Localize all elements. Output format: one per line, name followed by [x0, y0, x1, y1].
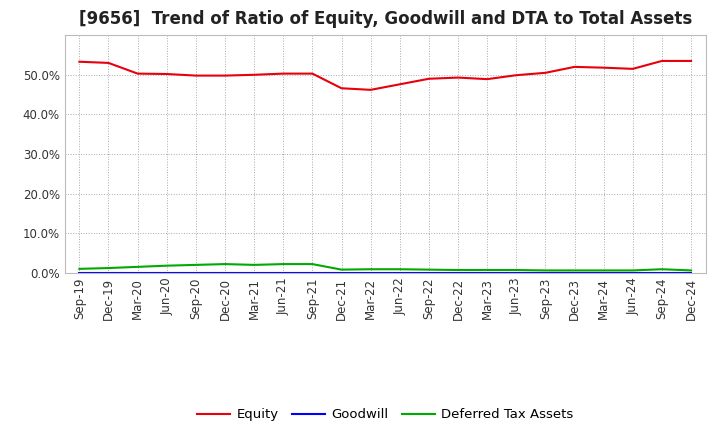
Deferred Tax Assets [629, 268, 637, 273]
Goodwill [570, 270, 579, 275]
Equity [308, 71, 317, 76]
Deferred Tax Assets [425, 267, 433, 272]
Deferred Tax Assets [250, 262, 258, 268]
Goodwill [599, 270, 608, 275]
Deferred Tax Assets [512, 268, 521, 273]
Equity [104, 60, 113, 66]
Equity [541, 70, 550, 75]
Goodwill [250, 270, 258, 275]
Equity [512, 73, 521, 78]
Deferred Tax Assets [366, 267, 375, 272]
Goodwill [337, 270, 346, 275]
Deferred Tax Assets [599, 268, 608, 273]
Goodwill [192, 270, 200, 275]
Goodwill [687, 270, 696, 275]
Goodwill [395, 270, 404, 275]
Line: Equity: Equity [79, 61, 691, 90]
Deferred Tax Assets [570, 268, 579, 273]
Goodwill [163, 270, 171, 275]
Goodwill [454, 270, 462, 275]
Equity [483, 77, 492, 82]
Deferred Tax Assets [657, 267, 666, 272]
Deferred Tax Assets [395, 267, 404, 272]
Deferred Tax Assets [337, 267, 346, 272]
Equity [395, 82, 404, 87]
Equity [337, 86, 346, 91]
Deferred Tax Assets [192, 262, 200, 268]
Goodwill [104, 270, 113, 275]
Equity [192, 73, 200, 78]
Line: Deferred Tax Assets: Deferred Tax Assets [79, 264, 691, 271]
Equity [687, 58, 696, 63]
Equity [454, 75, 462, 80]
Goodwill [133, 270, 142, 275]
Goodwill [629, 270, 637, 275]
Deferred Tax Assets [163, 263, 171, 268]
Goodwill [425, 270, 433, 275]
Goodwill [366, 270, 375, 275]
Equity [279, 71, 287, 76]
Goodwill [220, 270, 229, 275]
Equity [425, 76, 433, 81]
Goodwill [483, 270, 492, 275]
Equity [629, 66, 637, 71]
Equity [657, 58, 666, 63]
Goodwill [512, 270, 521, 275]
Deferred Tax Assets [541, 268, 550, 273]
Deferred Tax Assets [454, 268, 462, 273]
Equity [75, 59, 84, 64]
Legend: Equity, Goodwill, Deferred Tax Assets: Equity, Goodwill, Deferred Tax Assets [192, 403, 579, 426]
Equity [163, 71, 171, 77]
Goodwill [657, 270, 666, 275]
Deferred Tax Assets [220, 261, 229, 267]
Goodwill [541, 270, 550, 275]
Equity [220, 73, 229, 78]
Deferred Tax Assets [133, 264, 142, 269]
Deferred Tax Assets [308, 261, 317, 267]
Equity [250, 72, 258, 77]
Deferred Tax Assets [483, 268, 492, 273]
Equity [133, 71, 142, 76]
Goodwill [279, 270, 287, 275]
Goodwill [75, 270, 84, 275]
Deferred Tax Assets [104, 265, 113, 271]
Goodwill [308, 270, 317, 275]
Equity [570, 64, 579, 70]
Title: [9656]  Trend of Ratio of Equity, Goodwill and DTA to Total Assets: [9656] Trend of Ratio of Equity, Goodwil… [78, 10, 692, 28]
Equity [599, 65, 608, 70]
Deferred Tax Assets [687, 268, 696, 273]
Deferred Tax Assets [279, 261, 287, 267]
Deferred Tax Assets [75, 266, 84, 271]
Equity [366, 87, 375, 92]
